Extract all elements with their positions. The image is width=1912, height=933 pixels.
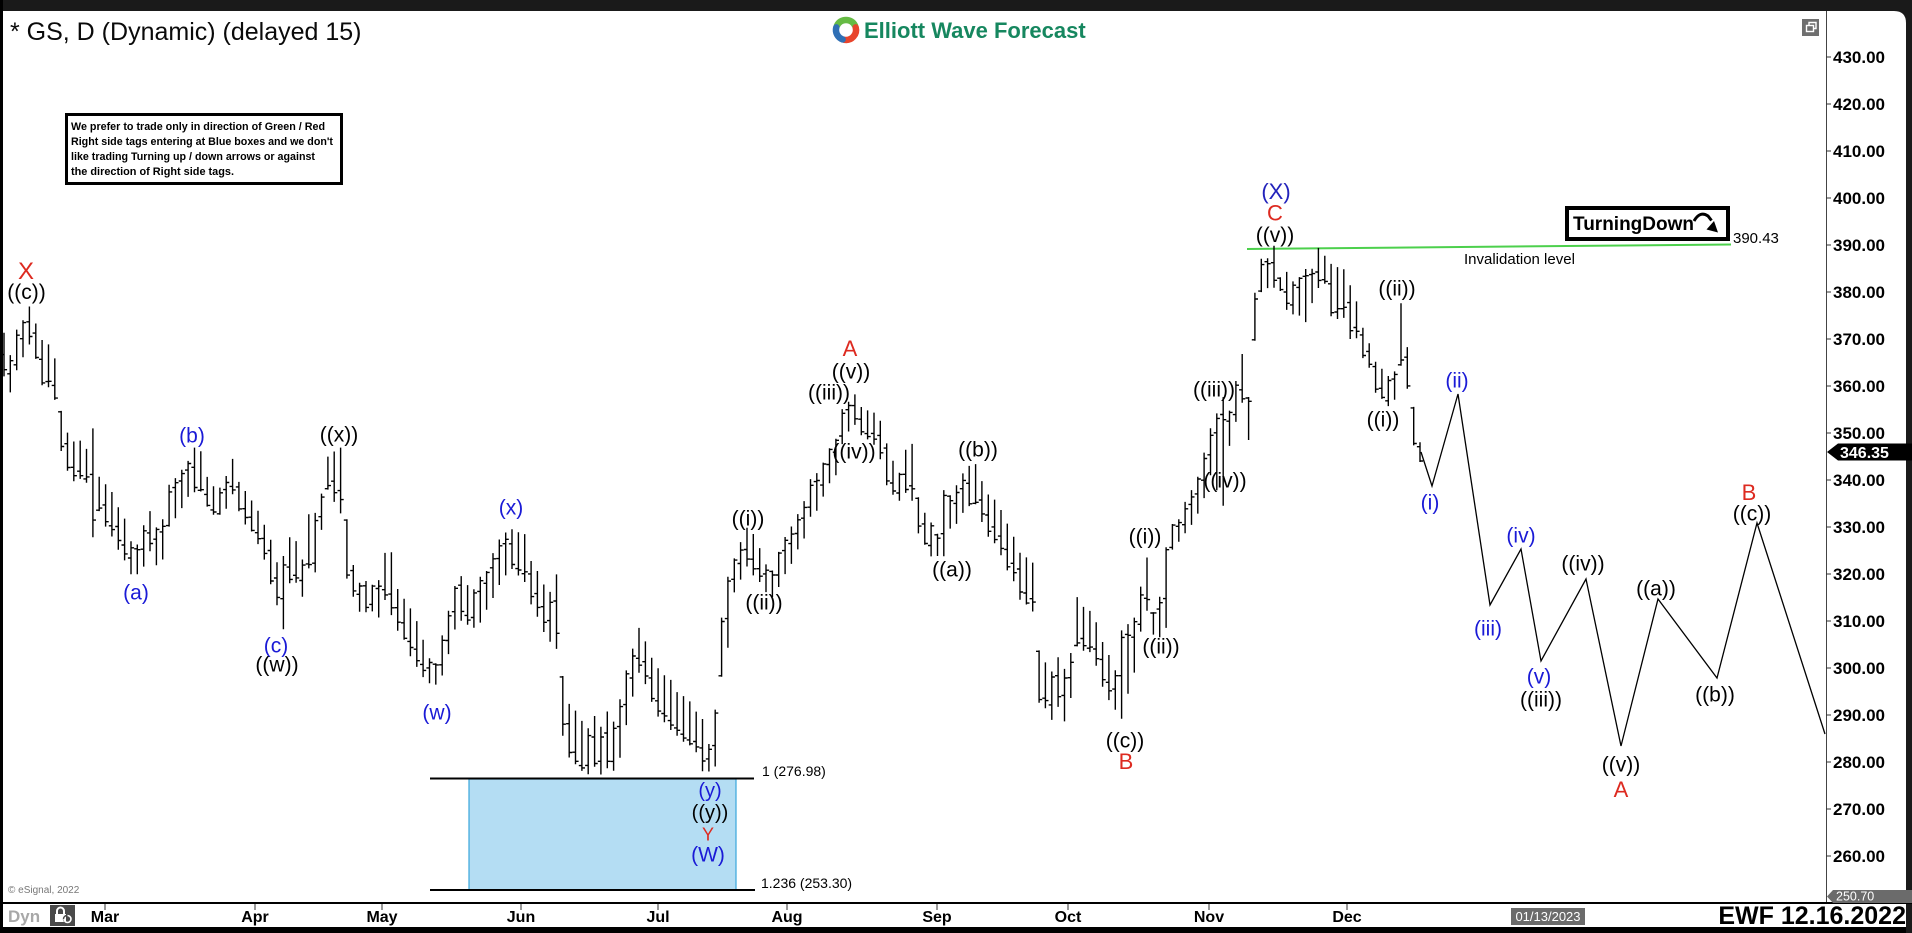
svg-text:410.00: 410.00 xyxy=(1833,142,1885,161)
svg-text:310.00: 310.00 xyxy=(1833,612,1885,631)
svg-text:Oct: Oct xyxy=(1055,909,1082,926)
svg-text:the direction of Right side ta: the direction of Right side tags. xyxy=(71,166,234,178)
svg-text:© eSignal, 2022: © eSignal, 2022 xyxy=(8,885,80,896)
svg-text:350.00: 350.00 xyxy=(1833,424,1885,443)
svg-text:((w)): ((w)) xyxy=(255,654,298,677)
svg-text:340.00: 340.00 xyxy=(1833,471,1885,490)
svg-text:Right side tags entering at Bl: Right side tags entering at Blue boxes a… xyxy=(71,136,333,148)
svg-text:((y)): ((y)) xyxy=(692,802,729,824)
svg-text:01/13/2023: 01/13/2023 xyxy=(1515,909,1580,924)
svg-text:((iii)): ((iii)) xyxy=(1193,379,1235,402)
svg-text:250.70: 250.70 xyxy=(1836,890,1874,904)
svg-text:1 (276.98): 1 (276.98) xyxy=(762,763,826,779)
svg-text:((i)): ((i)) xyxy=(1367,409,1400,432)
svg-text:Jul: Jul xyxy=(646,909,669,926)
svg-text:((b)): ((b)) xyxy=(958,439,998,462)
svg-text:Jun: Jun xyxy=(507,909,535,926)
svg-text:((iii)): ((iii)) xyxy=(1520,689,1562,712)
svg-text:290.00: 290.00 xyxy=(1833,706,1885,725)
svg-text:((v)): ((v)) xyxy=(832,361,870,384)
svg-text:370.00: 370.00 xyxy=(1833,330,1885,349)
svg-text:((iv)): ((iv)) xyxy=(1203,470,1246,493)
svg-text:((v)): ((v)) xyxy=(1256,224,1294,247)
svg-text:(X): (X) xyxy=(1261,179,1290,204)
svg-text:Nov: Nov xyxy=(1194,909,1224,926)
svg-text:(iv): (iv) xyxy=(1506,525,1535,548)
svg-text:380.00: 380.00 xyxy=(1833,283,1885,302)
svg-text:(ii): (ii) xyxy=(1445,370,1468,393)
svg-text:Aug: Aug xyxy=(771,909,802,926)
svg-text:((i)): ((i)) xyxy=(1129,526,1162,549)
svg-text:((b)): ((b)) xyxy=(1695,684,1735,707)
svg-text:Sep: Sep xyxy=(922,909,952,926)
svg-text:(y): (y) xyxy=(698,780,721,802)
svg-text:((x)): ((x)) xyxy=(320,424,358,447)
svg-text:like trading Turning up / down: like trading Turning up / down arrows or… xyxy=(71,151,315,163)
svg-text:346.35: 346.35 xyxy=(1840,445,1889,462)
svg-text:((c)): ((c)) xyxy=(1106,730,1144,753)
svg-text:((a)): ((a)) xyxy=(932,559,972,582)
svg-text:A: A xyxy=(843,336,858,361)
svg-text:Y: Y xyxy=(702,825,714,845)
svg-text:((c)): ((c)) xyxy=(1733,503,1771,526)
svg-text:420.00: 420.00 xyxy=(1833,95,1885,114)
svg-text:(W): (W) xyxy=(691,844,725,867)
svg-text:((iv)): ((iv)) xyxy=(1561,553,1604,576)
svg-text:390.43: 390.43 xyxy=(1733,230,1779,247)
svg-text:((ii)): ((ii)) xyxy=(1142,636,1179,659)
svg-text:((iii)): ((iii)) xyxy=(808,382,850,405)
svg-text:270.00: 270.00 xyxy=(1833,800,1885,819)
svg-text:(w): (w) xyxy=(422,702,451,725)
svg-text:(b): (b) xyxy=(179,425,205,448)
svg-text:(i): (i) xyxy=(1421,492,1440,515)
svg-text:C: C xyxy=(1267,200,1283,225)
svg-text:(a): (a) xyxy=(123,582,149,605)
svg-text:400.00: 400.00 xyxy=(1833,189,1885,208)
svg-text:(iii): (iii) xyxy=(1474,618,1502,641)
svg-text:((i)): ((i)) xyxy=(732,508,765,531)
svg-text:Elliott Wave Forecast: Elliott Wave Forecast xyxy=(864,18,1086,43)
svg-text:((v)): ((v)) xyxy=(1602,754,1640,777)
svg-text:(x): (x) xyxy=(499,497,524,520)
svg-text:A: A xyxy=(1614,777,1629,802)
svg-text:260.00: 260.00 xyxy=(1833,847,1885,866)
svg-text:X: X xyxy=(18,258,34,285)
svg-text:320.00: 320.00 xyxy=(1833,565,1885,584)
svg-text:May: May xyxy=(366,909,397,926)
svg-text:Dyn: Dyn xyxy=(8,907,40,926)
svg-text:EWF 12.16.2022: EWF 12.16.2022 xyxy=(1718,902,1906,930)
svg-text:330.00: 330.00 xyxy=(1833,518,1885,537)
svg-text:Dec: Dec xyxy=(1332,909,1361,926)
svg-text:Mar: Mar xyxy=(91,909,119,926)
svg-text:430.00: 430.00 xyxy=(1833,48,1885,67)
svg-text:((iv)): ((iv)) xyxy=(832,441,875,464)
svg-text:B: B xyxy=(1119,749,1134,774)
svg-text:We prefer to trade only in dir: We prefer to trade only in direction of … xyxy=(71,121,325,133)
svg-text:B: B xyxy=(1742,480,1757,505)
svg-text:1.236 (253.30): 1.236 (253.30) xyxy=(761,875,852,891)
svg-text:TurningDown: TurningDown xyxy=(1573,214,1694,235)
svg-text:390.00: 390.00 xyxy=(1833,236,1885,255)
svg-text:* GS, D (Dynamic) (delayed 15): * GS, D (Dynamic) (delayed 15) xyxy=(10,18,362,46)
svg-text:280.00: 280.00 xyxy=(1833,753,1885,772)
svg-text:Invalidation level: Invalidation level xyxy=(1464,251,1575,268)
svg-text:360.00: 360.00 xyxy=(1833,377,1885,396)
svg-text:((a)): ((a)) xyxy=(1636,578,1676,601)
svg-text:((ii)): ((ii)) xyxy=(745,592,782,615)
svg-text:300.00: 300.00 xyxy=(1833,659,1885,678)
svg-text:((c)): ((c)) xyxy=(7,281,45,304)
svg-text:Apr: Apr xyxy=(241,909,269,926)
svg-text:(c): (c) xyxy=(264,635,289,658)
svg-text:((ii)): ((ii)) xyxy=(1378,278,1415,301)
svg-text:(v): (v) xyxy=(1527,666,1552,689)
